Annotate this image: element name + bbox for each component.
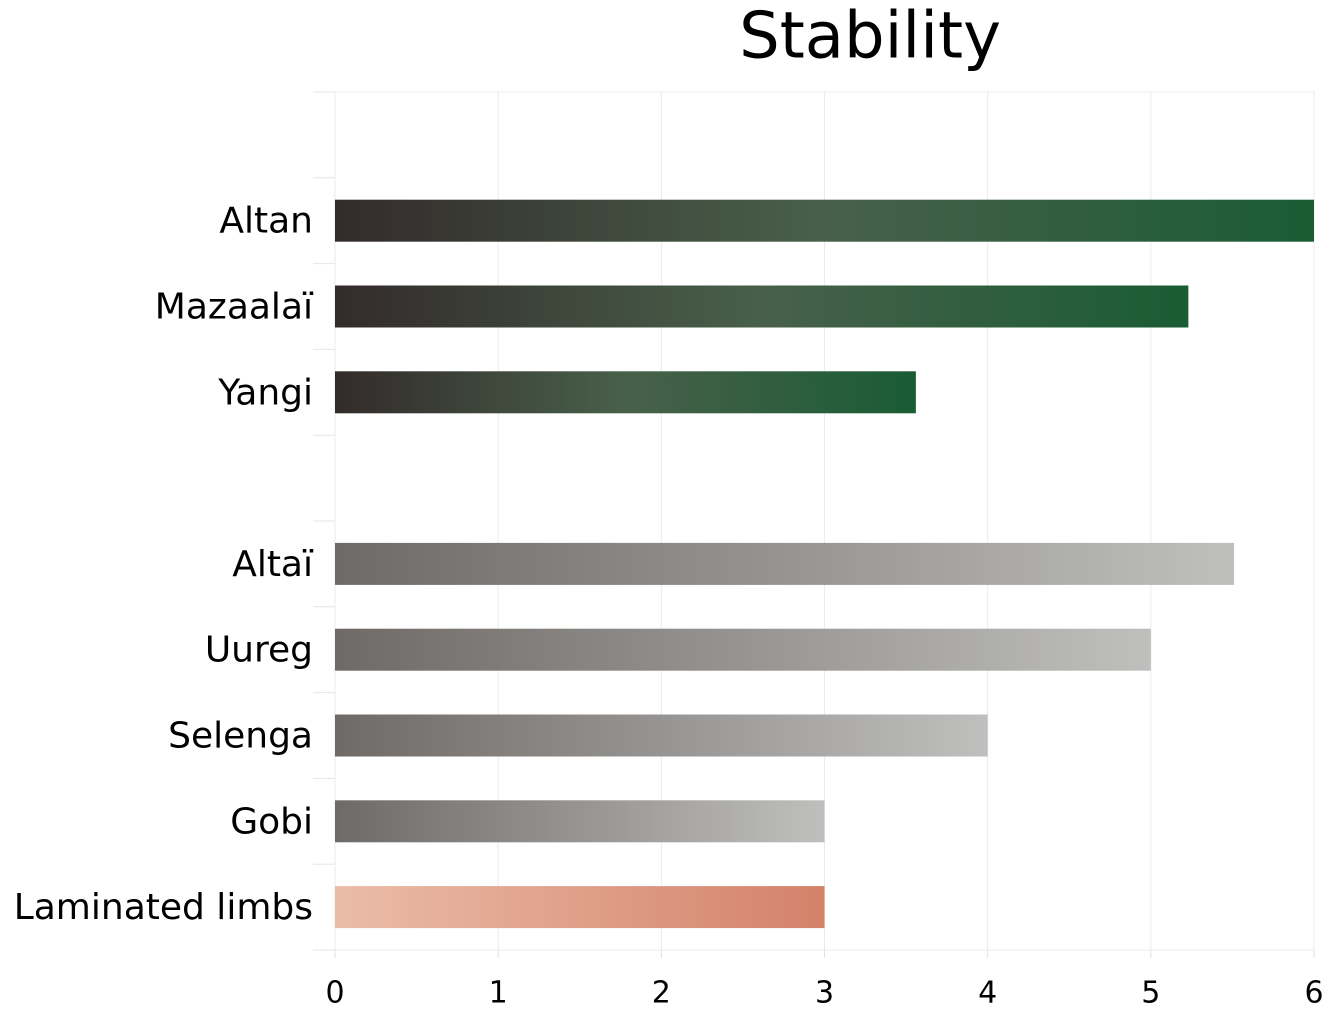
bar: [335, 285, 1189, 328]
x-tick-label: 0: [325, 976, 344, 1011]
x-tick-label: 1: [489, 976, 508, 1011]
y-tick-label: Gobi: [230, 801, 313, 842]
y-tick-label: Altan: [219, 201, 313, 242]
bar: [335, 371, 916, 414]
bar: [335, 800, 825, 843]
x-tick-label: 5: [1141, 976, 1160, 1011]
y-tick-label: Selenga: [168, 716, 313, 757]
y-tick-label: Laminated limbs: [14, 887, 313, 928]
y-tick-label: Altaï: [232, 544, 314, 585]
y-tick-label: Uureg: [205, 630, 313, 671]
chart-title: Stability: [739, 0, 1001, 74]
bar: [335, 886, 825, 929]
bar: [335, 542, 1235, 585]
x-tick-label: 4: [978, 976, 997, 1011]
y-tick-label: Yangi: [217, 372, 313, 413]
y-tick-label: Mazaalaï: [155, 287, 314, 328]
bar: [335, 199, 1314, 242]
bar: [335, 628, 1151, 671]
x-tick-label: 6: [1304, 976, 1323, 1011]
x-tick-label: 2: [652, 976, 671, 1011]
x-tick-label: 3: [815, 976, 834, 1011]
bar: [335, 714, 988, 757]
